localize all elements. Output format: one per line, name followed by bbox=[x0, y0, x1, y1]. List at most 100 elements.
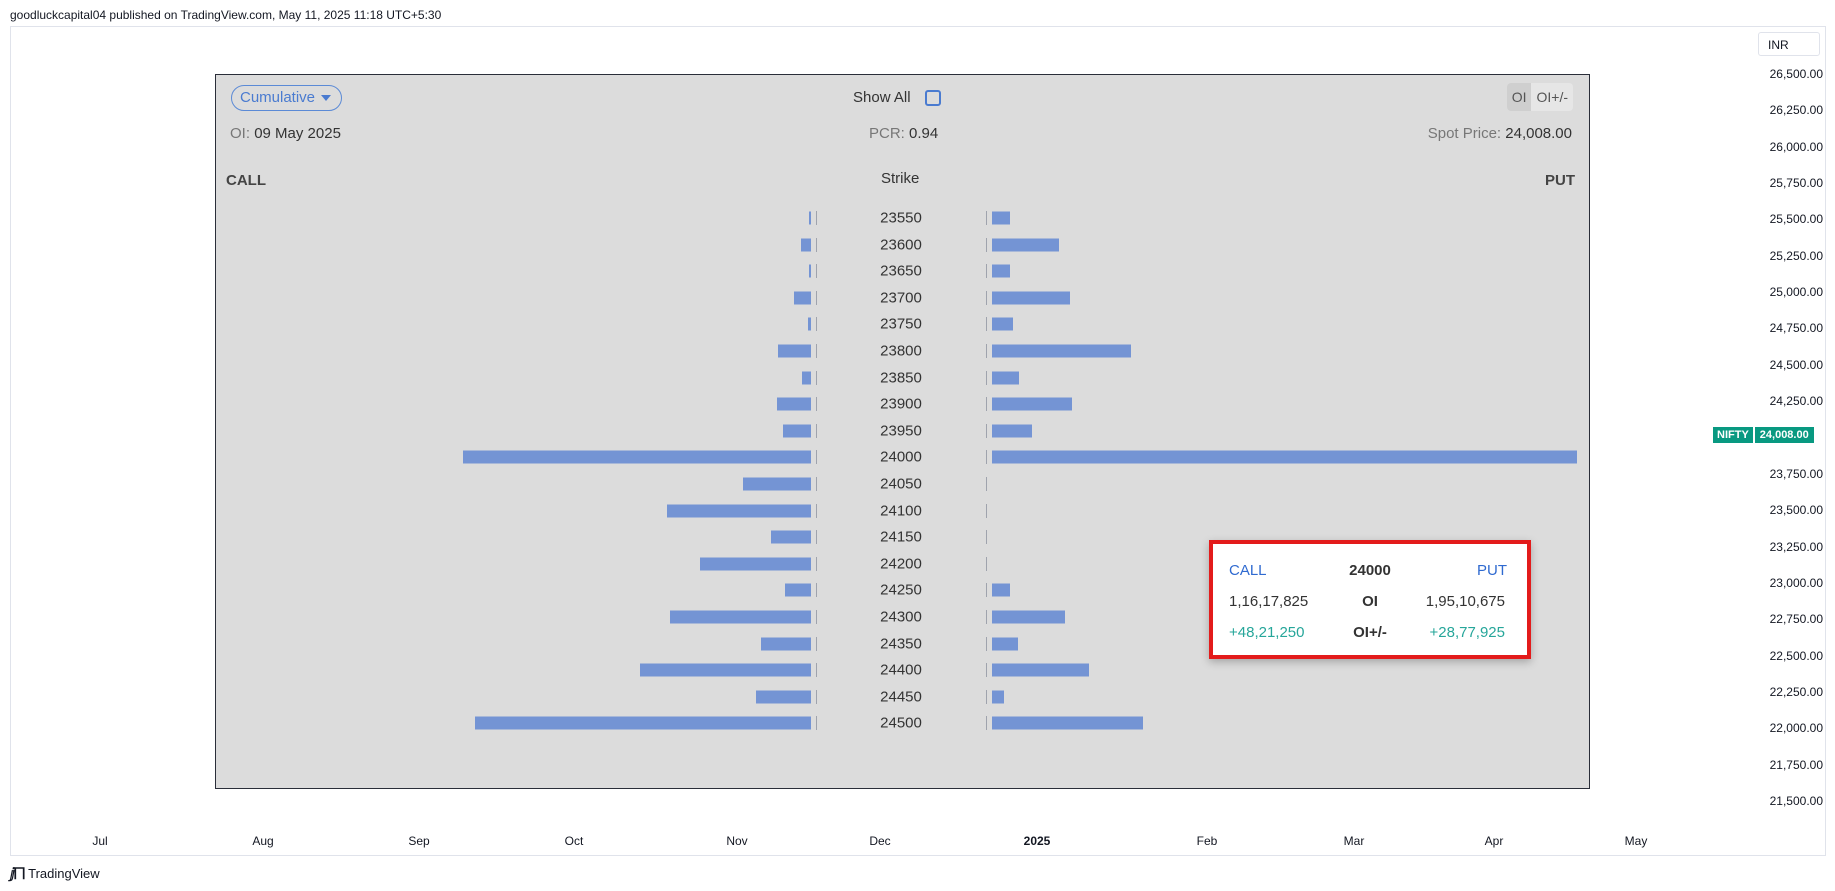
put-oi-bar[interactable] bbox=[992, 211, 1010, 225]
put-oi-bar[interactable] bbox=[992, 291, 1070, 305]
put-oi-bar[interactable] bbox=[992, 690, 1005, 704]
spot-price-info: Spot Price: 24,008.00 bbox=[1428, 125, 1572, 142]
time-axis-label: Nov bbox=[726, 834, 748, 848]
strike-label: 23700 bbox=[880, 289, 922, 307]
symbol-label: NIFTY bbox=[1713, 427, 1753, 443]
call-divider bbox=[816, 211, 817, 225]
put-divider bbox=[986, 583, 987, 598]
call-divider bbox=[816, 290, 817, 305]
strike-label: 23900 bbox=[880, 395, 922, 413]
put-oi-bar[interactable] bbox=[992, 264, 1010, 278]
call-divider bbox=[816, 530, 817, 545]
put-oi-bar[interactable] bbox=[992, 450, 1577, 464]
put-divider bbox=[986, 397, 987, 412]
call-divider bbox=[816, 344, 817, 358]
put-divider bbox=[986, 317, 987, 332]
put-oi-bar[interactable] bbox=[992, 610, 1066, 624]
strike-label: 23600 bbox=[880, 236, 922, 254]
call-oi-bar[interactable] bbox=[802, 371, 811, 385]
call-oi-bar[interactable] bbox=[777, 397, 811, 411]
call-divider bbox=[816, 264, 817, 279]
put-divider bbox=[986, 237, 987, 252]
strike-label: 23650 bbox=[880, 262, 922, 280]
call-oi-bar[interactable] bbox=[463, 450, 811, 464]
call-oi-bar[interactable] bbox=[808, 211, 811, 225]
logo-text: TradingView bbox=[28, 866, 100, 881]
call-divider bbox=[816, 556, 817, 571]
call-oi-bar[interactable] bbox=[777, 344, 811, 358]
last-price-tag: NIFTY 24,008.00 bbox=[1713, 427, 1814, 443]
put-oi-bar[interactable] bbox=[992, 583, 1010, 597]
mode-dropdown[interactable]: Cumulative bbox=[231, 85, 343, 111]
put-oi-bar[interactable] bbox=[992, 716, 1143, 730]
put-oi-bar[interactable] bbox=[992, 637, 1019, 651]
strike-label: 24200 bbox=[880, 555, 922, 573]
price-axis-label: 26,000.00 bbox=[1769, 139, 1823, 154]
mode-dropdown-label: Cumulative bbox=[240, 89, 316, 106]
time-axis-label: 2025 bbox=[1023, 834, 1051, 848]
strike-header: Strike bbox=[881, 170, 920, 187]
strike-label: 24050 bbox=[880, 475, 922, 493]
oi-change-button[interactable]: OI+/- bbox=[1536, 89, 1568, 105]
time-axis-label: Jul bbox=[92, 834, 108, 848]
call-oi-bar[interactable] bbox=[770, 530, 811, 544]
call-oi-bar[interactable] bbox=[784, 583, 811, 597]
show-all-toggle[interactable]: Show All bbox=[853, 89, 941, 106]
put-oi-bar[interactable] bbox=[992, 397, 1073, 411]
put-oi-bar[interactable] bbox=[992, 317, 1014, 331]
call-oi-bar[interactable] bbox=[808, 264, 811, 278]
currency-selector[interactable]: INR bbox=[1758, 32, 1820, 56]
put-divider bbox=[986, 423, 987, 438]
call-oi-bar[interactable] bbox=[699, 557, 811, 571]
put-divider bbox=[986, 264, 987, 279]
call-oi-bar[interactable] bbox=[670, 610, 811, 624]
show-all-label: Show All bbox=[853, 89, 911, 106]
price-axis-label: 23,250.00 bbox=[1769, 539, 1823, 554]
tradingview-logo[interactable]: ⅉ⨅ TradingView bbox=[10, 865, 100, 882]
oi-mode-toggle[interactable]: OI OI+/- bbox=[1506, 83, 1573, 111]
price-axis-label: 26,250.00 bbox=[1769, 103, 1823, 118]
price-axis-label: 22,500.00 bbox=[1769, 648, 1823, 663]
put-header: PUT bbox=[1545, 172, 1575, 189]
strike-label: 24250 bbox=[880, 581, 922, 599]
put-oi-bar[interactable] bbox=[992, 424, 1033, 438]
tradingview-mark-icon: ⅉ⨅ bbox=[10, 865, 25, 881]
put-divider bbox=[986, 290, 987, 305]
call-oi-bar[interactable] bbox=[793, 291, 811, 305]
put-divider bbox=[986, 610, 987, 624]
call-oi-bar[interactable] bbox=[475, 716, 811, 730]
oi-widget: Cumulative Show All OI OI+/- OI: 09 May … bbox=[215, 74, 1590, 789]
pcr-label: PCR: bbox=[869, 125, 905, 142]
put-oi-bar[interactable] bbox=[992, 344, 1131, 358]
strike-label: 23750 bbox=[880, 315, 922, 333]
call-oi-bar[interactable] bbox=[800, 238, 811, 252]
call-oi-bar[interactable] bbox=[743, 477, 811, 491]
call-oi-bar[interactable] bbox=[666, 504, 811, 518]
show-all-checkbox[interactable] bbox=[924, 89, 941, 106]
time-axis[interactable]: Jul Aug Sep Oct Nov Dec 2025 Feb Mar Apr May bbox=[10, 834, 1750, 854]
last-price-value: 24,008.00 bbox=[1754, 427, 1814, 443]
tooltip-put-label: PUT bbox=[1477, 562, 1507, 579]
call-oi-bar[interactable] bbox=[640, 663, 811, 677]
call-divider bbox=[816, 477, 817, 491]
call-divider bbox=[816, 503, 817, 518]
call-oi-bar[interactable] bbox=[756, 690, 811, 704]
put-divider bbox=[986, 636, 987, 651]
put-oi-bar[interactable] bbox=[992, 238, 1060, 252]
chart-frame bbox=[10, 26, 1826, 856]
put-divider bbox=[986, 689, 987, 704]
oi-date-value: 09 May 2025 bbox=[254, 125, 341, 142]
call-oi-bar[interactable] bbox=[760, 637, 811, 651]
tooltip-oi-label: OI bbox=[1362, 593, 1378, 610]
call-divider bbox=[816, 663, 817, 678]
call-oi-bar[interactable] bbox=[808, 317, 811, 331]
call-divider bbox=[816, 610, 817, 624]
put-oi-bar[interactable] bbox=[992, 663, 1090, 677]
call-oi-bar[interactable] bbox=[783, 424, 811, 438]
put-oi-bar[interactable] bbox=[992, 371, 1020, 385]
call-divider bbox=[816, 370, 817, 385]
price-axis[interactable]: 26,500.00 26,250.00 26,000.00 25,750.00 25,5… bbox=[1755, 28, 1835, 840]
oi-button[interactable]: OI bbox=[1506, 83, 1532, 111]
price-axis-label: 24,500.00 bbox=[1769, 357, 1823, 372]
time-axis-label: Aug bbox=[252, 834, 274, 848]
